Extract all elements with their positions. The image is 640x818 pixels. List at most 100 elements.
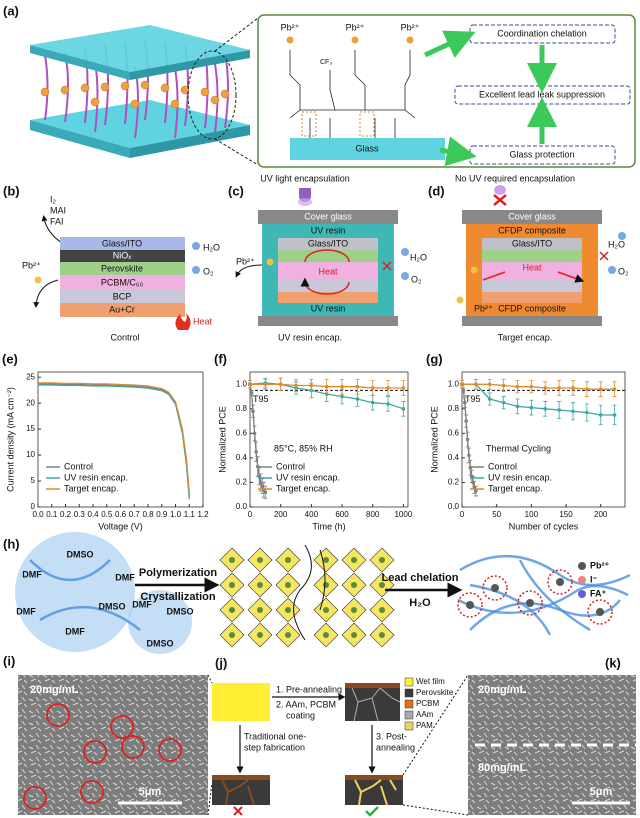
solvent: DMF (22, 569, 42, 579)
y-tick-label: 25 (26, 372, 35, 381)
zoom-lines (214, 17, 259, 166)
step: Crystallization (140, 591, 215, 603)
sem-image (18, 675, 208, 815)
legend-label: Control (276, 461, 305, 471)
x-tick-label: 200 (274, 510, 288, 519)
panel-label: (f) (214, 351, 227, 366)
marker (474, 382, 478, 387)
y-tick-label: 10 (26, 450, 35, 459)
y-tick-label: 0.2 (236, 478, 248, 487)
ion-label: Pb²⁺ (474, 303, 493, 313)
glass-substrate (290, 138, 445, 160)
water-label: H₂O (410, 252, 427, 262)
panel-label: (h) (3, 536, 20, 551)
center-ion (323, 557, 329, 563)
ion (220, 89, 230, 99)
x-tick-label: 0.8 (142, 510, 154, 519)
volatile: MAI (50, 205, 66, 215)
marker (401, 407, 406, 411)
x-axis-title: Time (h) (312, 521, 345, 531)
cross-mark (493, 194, 507, 206)
marker (612, 413, 617, 417)
x-tick-label: 1.2 (197, 510, 209, 519)
center-ion (257, 607, 263, 613)
release-arrow (41, 215, 63, 244)
ion (160, 83, 170, 93)
center-ion (285, 557, 291, 563)
y-axis-title: Normalized PCE (217, 406, 227, 473)
marker (257, 474, 262, 479)
pb-ion (526, 599, 534, 607)
ion (140, 80, 150, 90)
layer-label: Perovskite (101, 263, 143, 273)
ion-label: Pb²⁺ (346, 22, 365, 32)
layer (60, 275, 185, 290)
circle (158, 738, 182, 762)
marker (471, 480, 475, 485)
marker (465, 437, 470, 442)
legend-swatch (404, 699, 414, 709)
marker (340, 394, 344, 399)
center-ion (379, 557, 385, 563)
ion (40, 87, 50, 97)
scale-label: 5μm (590, 786, 613, 798)
cross-mark (382, 261, 392, 271)
panel-label: (a) (3, 3, 19, 18)
composite-label: CFDP composite (498, 225, 566, 235)
top-plate-side (130, 50, 250, 80)
zoom-lines (402, 674, 469, 816)
reference-label: T95 (465, 394, 481, 404)
x-tick-label: 0 (248, 510, 253, 519)
y-tick-label: 0.4 (236, 453, 248, 462)
x-tick-label: 0.6 (115, 510, 127, 519)
legend-label: Target encap. (64, 483, 119, 493)
marker (460, 382, 464, 387)
caption: Target encap. (498, 332, 553, 342)
center-ion (229, 607, 235, 613)
ion (120, 81, 130, 91)
marker (260, 484, 265, 488)
y-tick-label: 0 (31, 502, 36, 511)
center-ion (285, 632, 291, 638)
cover-label: Cover glass (304, 211, 352, 221)
center-ion (379, 632, 385, 638)
layer (482, 262, 582, 280)
fiber (457, 584, 629, 615)
wires (29, 554, 631, 636)
marker (309, 383, 314, 388)
marker (263, 490, 268, 495)
center-ion (323, 632, 329, 638)
ion (266, 258, 274, 266)
layer (60, 250, 185, 262)
solvent-cloud (15, 532, 135, 652)
fiber (518, 559, 591, 632)
y-axis-title: Current density (mA cm⁻²) (5, 387, 15, 492)
substrate-label: Glass (355, 143, 379, 153)
uv-glow (298, 198, 312, 206)
x-tick-label: 200 (594, 510, 608, 519)
marker (543, 407, 548, 411)
layer-label: Glass/ITO (102, 238, 142, 248)
x-tick-label: 150 (559, 510, 573, 519)
marker (464, 419, 468, 423)
x-tick-label: 0.0 (32, 510, 44, 519)
marker (258, 480, 263, 485)
wet-film (212, 683, 270, 721)
pcbm-top (345, 775, 403, 780)
marker (386, 386, 390, 390)
ion (80, 83, 90, 93)
y-tick-label: 0.6 (236, 428, 248, 437)
ion (456, 296, 464, 304)
x-tick-label: 50 (492, 510, 501, 519)
flame (175, 313, 191, 330)
oxygen-dot (192, 266, 200, 274)
y-tick-label: 20 (26, 398, 35, 407)
marker (469, 474, 474, 479)
series-line (38, 382, 190, 493)
marker (340, 384, 344, 389)
highlight (301, 111, 317, 137)
ion (470, 266, 478, 274)
outcome-text: Coordination chelation (497, 28, 587, 38)
oxygen-label: O₂ (411, 274, 422, 284)
marker (571, 386, 575, 390)
